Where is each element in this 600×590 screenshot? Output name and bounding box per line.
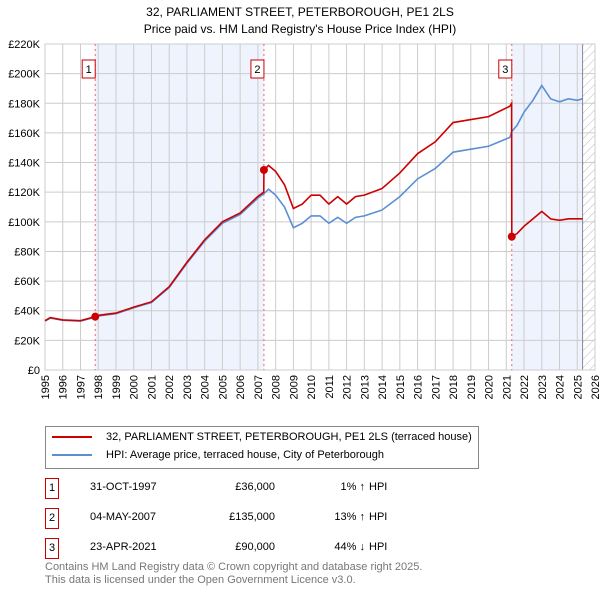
- sale-number-badge: 3: [45, 538, 59, 559]
- x-tick-label: 2020: [484, 375, 496, 399]
- sale-label-box: [250, 59, 265, 79]
- legend: 32, PARLIAMENT STREET, PETERBOROUGH, PE1…: [45, 426, 479, 469]
- x-tick-label: 1997: [75, 375, 87, 399]
- sale-number-badge: 2: [45, 508, 59, 529]
- x-tick-label: 2015: [395, 375, 407, 399]
- x-tick-label: 2008: [271, 375, 283, 399]
- sale-row: 1 31-OCT-1997 £36,000 1% ↑ HPI: [45, 478, 465, 499]
- sale-date: 31-OCT-1997: [90, 481, 157, 493]
- property-price-line: [44, 100, 583, 322]
- x-tick-label: 2009: [288, 375, 300, 399]
- chart-subtitle: Price paid vs. HM Land Registry's House …: [144, 22, 456, 36]
- y-tick-label: £180K: [8, 98, 40, 110]
- x-tick-label: 2007: [253, 375, 265, 399]
- chart-title: 32, PARLIAMENT STREET, PETERBOROUGH, PE1…: [146, 5, 454, 19]
- sale-label-box: [81, 59, 96, 79]
- sale-row: 3 23-APR-2021 £90,000 44% ↓ HPI: [45, 538, 465, 559]
- sale-number-badge: 1: [45, 478, 59, 499]
- y-tick-label: £20K: [14, 335, 40, 347]
- sale-hpi-diff: 44% ↓: [305, 541, 365, 553]
- x-tick-label: 2013: [359, 375, 371, 399]
- sale-date: 04-MAY-2007: [90, 511, 157, 523]
- shaded-period: [95, 44, 264, 370]
- sale-point: [259, 165, 268, 174]
- footer-copyright: Contains HM Land Registry data © Crown c…: [45, 561, 423, 573]
- y-tick-label: £120K: [8, 187, 40, 199]
- x-tick-label: 2024: [555, 375, 567, 399]
- forecast-hatch: [582, 44, 595, 370]
- legend-label: HPI: Average price, terraced house, City…: [106, 449, 385, 461]
- sale-point: [507, 232, 516, 241]
- x-tick-label: 2000: [129, 375, 141, 399]
- x-tick-label: 2005: [217, 375, 229, 399]
- legend-swatch-blue: [52, 454, 92, 456]
- sale-price: £135,000: [229, 511, 275, 523]
- sale-hpi-label: HPI: [369, 541, 388, 553]
- direction-arrow-icon: ↓: [359, 541, 366, 553]
- y-tick-label: £40K: [14, 306, 40, 318]
- y-tick-label: £60K: [14, 276, 40, 288]
- x-tick-label: 2001: [146, 375, 158, 399]
- sale-pct: 44%: [334, 541, 357, 553]
- plot-border: [44, 43, 596, 371]
- x-tick-label: 1998: [93, 375, 105, 399]
- y-tick-label: £0: [28, 365, 40, 377]
- x-tick-label: 2012: [342, 375, 354, 399]
- x-tick-label: 2010: [306, 375, 318, 399]
- y-tick-label: £100K: [8, 217, 40, 229]
- x-tick-label: 2004: [200, 375, 212, 399]
- legend-item-hpi: HPI: Average price, terraced house, City…: [52, 449, 384, 461]
- x-tick-label: 2019: [466, 375, 478, 399]
- x-tick-label: 2014: [377, 375, 389, 399]
- x-tick-label: 1996: [58, 375, 70, 399]
- x-tick-label: 2025: [572, 375, 584, 399]
- sale-point: [91, 312, 100, 321]
- sale-price: £90,000: [235, 541, 275, 553]
- x-tick-label: 2016: [413, 375, 425, 399]
- sale-hpi-label: HPI: [369, 511, 388, 523]
- x-tick-label: 2021: [501, 375, 513, 399]
- sale-label-box: [498, 59, 513, 79]
- direction-arrow-icon: ↑: [359, 481, 366, 493]
- sale-price: £36,000: [235, 481, 275, 493]
- x-tick-label: 2002: [164, 375, 176, 399]
- sale-hpi-label: HPI: [369, 481, 388, 493]
- sale-pct: 1%: [340, 481, 357, 493]
- sale-row: 2 04-MAY-2007 £135,000 13% ↑ HPI: [45, 508, 465, 529]
- sale-label: 3: [502, 64, 508, 76]
- x-tick-label: 2017: [430, 375, 442, 399]
- sale-label: 2: [254, 64, 260, 76]
- x-tick-label: 1999: [111, 375, 123, 399]
- sale-hpi-diff: 1% ↑: [305, 481, 365, 493]
- x-tick-label: 2023: [537, 375, 549, 399]
- footer-licence: This data is licensed under the Open Gov…: [45, 574, 356, 586]
- x-tick-label: 2003: [182, 375, 194, 399]
- legend-item-property: 32, PARLIAMENT STREET, PETERBOROUGH, PE1…: [52, 431, 472, 443]
- x-tick-label: 2022: [519, 375, 531, 399]
- sale-hpi-diff: 13% ↑: [305, 511, 365, 523]
- y-tick-label: £160K: [8, 128, 40, 140]
- x-tick-label: 1995: [40, 375, 52, 399]
- x-tick-label: 2011: [324, 375, 336, 399]
- y-tick-label: £220K: [8, 39, 40, 51]
- sale-pct: 13%: [334, 511, 357, 523]
- sale-date: 23-APR-2021: [90, 541, 157, 553]
- x-tick-label: 2006: [235, 375, 247, 399]
- x-tick-label: 2018: [448, 375, 460, 399]
- sale-label: 1: [86, 64, 92, 76]
- x-tick-label: 2026: [590, 375, 600, 399]
- y-tick-label: £200K: [8, 69, 40, 81]
- y-tick-label: £140K: [8, 158, 40, 170]
- direction-arrow-icon: ↑: [359, 511, 366, 523]
- y-tick-label: £80K: [14, 246, 40, 258]
- legend-swatch-red: [52, 436, 92, 438]
- legend-label: 32, PARLIAMENT STREET, PETERBOROUGH, PE1…: [106, 431, 472, 443]
- price-chart: 32, PARLIAMENT STREET, PETERBOROUGH, PE1…: [8, 5, 600, 399]
